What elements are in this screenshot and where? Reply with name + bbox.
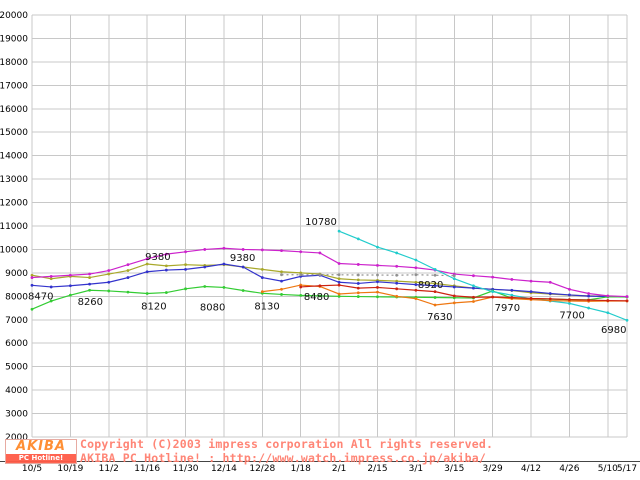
svg-text:6980: 6980 [601, 325, 626, 336]
svg-text:11/16: 11/16 [134, 464, 160, 474]
svg-text:3/15: 3/15 [444, 464, 464, 474]
svg-text:10/5: 10/5 [22, 464, 42, 474]
svg-text:10000: 10000 [0, 245, 28, 255]
watermark-copyright: Copyright (C)2003 impress corporation Al… [80, 437, 494, 451]
svg-text:8130: 8130 [254, 301, 279, 312]
svg-text:8470: 8470 [28, 291, 53, 302]
svg-text:9380: 9380 [230, 253, 255, 264]
svg-text:11/2: 11/2 [99, 464, 119, 474]
svg-text:7970: 7970 [495, 303, 520, 314]
svg-text:2/15: 2/15 [367, 464, 387, 474]
svg-text:15000: 15000 [0, 128, 28, 138]
svg-text:2000: 2000 [5, 433, 28, 443]
svg-text:7000: 7000 [5, 316, 28, 326]
svg-text:12/28: 12/28 [249, 464, 275, 474]
svg-text:4/26: 4/26 [559, 464, 579, 474]
svg-text:18000: 18000 [0, 58, 28, 68]
svg-text:8920: 8920 [418, 280, 443, 291]
svg-text:19000: 19000 [0, 34, 28, 44]
akiba-logo: AKIBA PC Hotline! [5, 439, 77, 464]
svg-text:3/29: 3/29 [483, 464, 503, 474]
svg-text:3000: 3000 [5, 410, 28, 420]
svg-text:3/1: 3/1 [409, 464, 423, 474]
svg-text:8260: 8260 [78, 297, 103, 308]
svg-text:11000: 11000 [0, 222, 28, 232]
svg-text:10/19: 10/19 [57, 464, 83, 474]
svg-text:7630: 7630 [427, 312, 452, 323]
svg-text:6000: 6000 [5, 339, 28, 349]
svg-text:8080: 8080 [200, 302, 225, 313]
svg-text:10780: 10780 [305, 217, 337, 228]
svg-text:5000: 5000 [5, 363, 28, 373]
svg-text:12/14: 12/14 [211, 464, 237, 474]
akiba-logo-title: AKIBA [16, 439, 66, 454]
akiba-logo-subtitle: PC Hotline! [6, 454, 76, 463]
svg-text:4/12: 4/12 [521, 464, 541, 474]
svg-text:5/17: 5/17 [617, 464, 637, 474]
svg-text:17000: 17000 [0, 81, 28, 91]
svg-text:8480: 8480 [304, 292, 329, 303]
svg-text:12000: 12000 [0, 199, 28, 209]
svg-text:13000: 13000 [0, 175, 28, 185]
svg-text:8120: 8120 [141, 302, 166, 313]
svg-text:9380: 9380 [145, 252, 170, 263]
svg-text:2/1: 2/1 [332, 464, 346, 474]
svg-text:20000: 20000 [0, 11, 28, 21]
svg-text:16000: 16000 [0, 105, 28, 115]
watermark-site-url: AKIBA PC Hotline! : http://www.watch.imp… [80, 451, 487, 465]
svg-text:7700: 7700 [559, 310, 584, 321]
svg-text:1/18: 1/18 [291, 464, 311, 474]
svg-text:4000: 4000 [5, 386, 28, 396]
svg-text:14000: 14000 [0, 152, 28, 162]
svg-text:9000: 9000 [5, 269, 28, 279]
svg-text:8000: 8000 [5, 292, 28, 302]
svg-text:5/10: 5/10 [598, 464, 618, 474]
svg-text:11/30: 11/30 [173, 464, 199, 474]
